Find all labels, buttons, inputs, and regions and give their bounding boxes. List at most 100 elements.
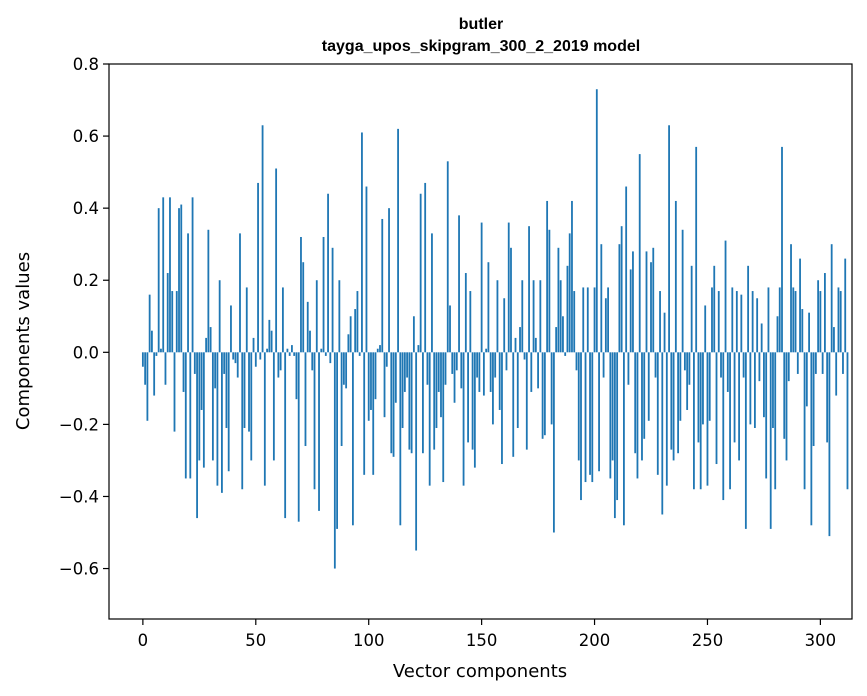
bar (286, 348, 289, 353)
bar (187, 233, 189, 353)
bar (492, 352, 494, 425)
bar (600, 244, 603, 353)
bar (230, 305, 232, 353)
bar (205, 337, 208, 353)
bar (302, 262, 305, 353)
bar (268, 319, 271, 353)
y-tick-label: 0.2 (73, 271, 99, 290)
bar (584, 352, 587, 483)
bar (573, 291, 576, 353)
bar (507, 222, 510, 353)
bar (415, 352, 418, 551)
bar (670, 352, 673, 450)
bar (385, 352, 388, 367)
bar (616, 352, 619, 501)
bar (733, 352, 736, 443)
bar (519, 327, 521, 353)
bar (602, 352, 605, 378)
bar (812, 352, 815, 447)
bar (609, 352, 612, 479)
y-tick-label: −0.6 (59, 560, 99, 579)
bar (740, 294, 743, 353)
bar (794, 291, 797, 353)
bar (498, 352, 501, 410)
bar (571, 200, 573, 353)
bar (394, 352, 397, 403)
bar (266, 348, 268, 353)
bar (821, 352, 824, 374)
bar (525, 352, 528, 450)
bar (300, 236, 302, 353)
bar (539, 280, 542, 353)
bar (349, 316, 352, 353)
bar (370, 352, 372, 410)
bar (331, 247, 334, 353)
x-tick-label: 200 (579, 631, 611, 650)
bar (471, 352, 474, 450)
bar (417, 345, 420, 353)
bar (814, 352, 817, 374)
bar (790, 244, 792, 353)
bar (839, 291, 842, 353)
bar (254, 352, 257, 367)
bar (523, 352, 526, 360)
bar (562, 316, 564, 353)
bar (358, 352, 361, 356)
bar (568, 233, 571, 353)
bar (702, 352, 704, 425)
bar (428, 352, 431, 486)
bar (216, 352, 219, 486)
bar (738, 352, 740, 461)
bar (641, 352, 643, 461)
bar (753, 352, 756, 428)
bar (365, 186, 368, 353)
bar (720, 352, 722, 378)
bar (828, 352, 831, 537)
bar (193, 352, 196, 374)
bar (236, 352, 239, 378)
bar (248, 352, 250, 432)
bar (695, 146, 698, 353)
bar (846, 352, 849, 490)
bar (550, 352, 553, 425)
bar (304, 352, 307, 447)
bar (751, 291, 754, 353)
bar (196, 352, 198, 519)
bar (426, 352, 429, 385)
bar (435, 352, 438, 428)
bar (487, 262, 490, 353)
bar (464, 273, 467, 353)
bar (151, 330, 153, 353)
x-tick-label: 100 (353, 631, 385, 650)
bar (647, 352, 650, 421)
bar (652, 247, 655, 353)
bar (785, 352, 788, 461)
bar (148, 294, 151, 353)
y-tick-label: 0.4 (73, 199, 99, 218)
y-tick-label: 0.0 (73, 343, 99, 362)
bar (575, 352, 578, 371)
bar (388, 208, 390, 353)
bar (403, 352, 406, 392)
bar (482, 352, 485, 396)
bar (478, 352, 481, 392)
bar (202, 352, 205, 468)
bar (144, 352, 147, 385)
bar (783, 352, 786, 439)
y-tick-label: −0.2 (59, 415, 99, 434)
bar (496, 280, 499, 353)
bar (442, 352, 445, 483)
bar (160, 348, 162, 353)
bar (189, 352, 192, 479)
bar (546, 200, 549, 353)
bar (559, 280, 562, 353)
bar (663, 312, 666, 353)
bar (155, 352, 158, 356)
bar (473, 352, 476, 468)
bar (722, 352, 725, 501)
bar (412, 316, 415, 353)
bar (279, 352, 282, 371)
bar (336, 352, 338, 529)
bar (763, 352, 765, 418)
bar (311, 352, 314, 371)
